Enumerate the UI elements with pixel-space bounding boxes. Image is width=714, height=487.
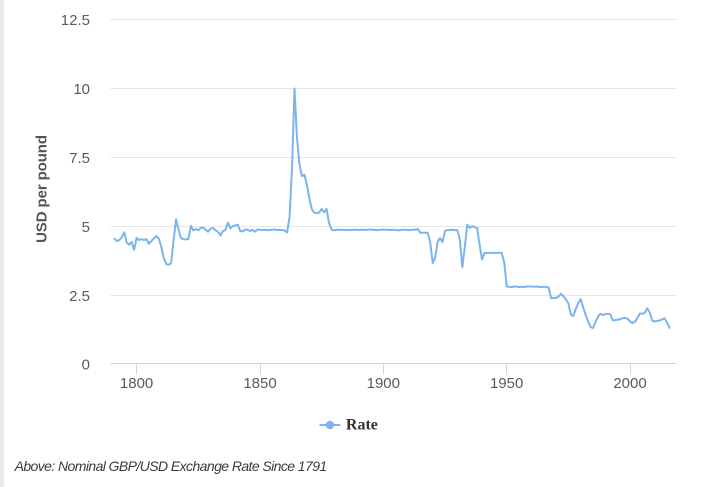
svg-text:2.5: 2.5 [69, 288, 90, 305]
svg-text:Above: Nominal GBP/USD Exchang: Above: Nominal GBP/USD Exchange Rate Sin… [14, 458, 327, 474]
svg-text:1900: 1900 [367, 375, 400, 392]
svg-text:USD per pound: USD per pound [34, 135, 51, 243]
svg-text:10: 10 [73, 81, 90, 98]
svg-text:12.5: 12.5 [61, 12, 90, 29]
svg-text:1850: 1850 [243, 375, 276, 392]
svg-text:5: 5 [82, 219, 90, 236]
svg-text:1950: 1950 [490, 375, 523, 392]
svg-text:2000: 2000 [613, 375, 646, 392]
svg-text:0: 0 [82, 356, 90, 373]
svg-text:1800: 1800 [120, 375, 153, 392]
svg-text:Rate: Rate [346, 417, 378, 434]
svg-text:7.5: 7.5 [69, 150, 90, 167]
